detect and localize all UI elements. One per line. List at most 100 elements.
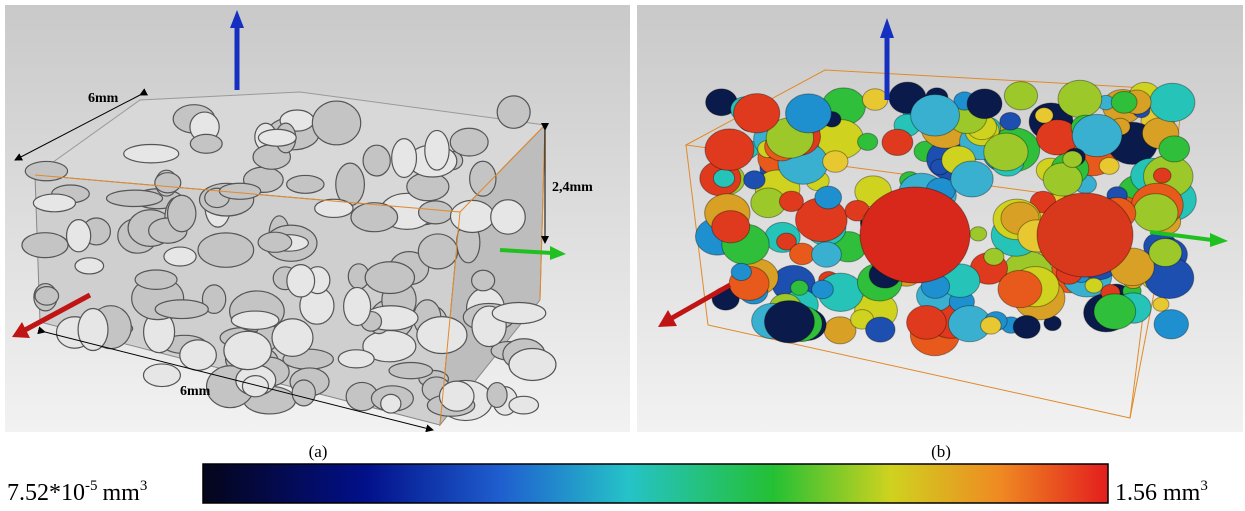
foam-cell (419, 201, 453, 224)
value: 1.56 (1115, 480, 1157, 506)
grain (907, 306, 947, 340)
foam-cell (198, 233, 254, 267)
grain (790, 243, 815, 265)
grain (1111, 91, 1137, 113)
foam-cell (224, 331, 271, 369)
foam-cell (258, 232, 292, 252)
foam-cell (389, 363, 433, 379)
grain (1099, 157, 1119, 174)
foam-cell (497, 96, 530, 128)
foam-cell (381, 394, 401, 413)
foam-cell (155, 173, 181, 193)
foam-cell (190, 134, 222, 153)
foam-cell (143, 364, 180, 387)
foam-cell (135, 270, 177, 289)
foam-cell (351, 203, 398, 232)
grain (791, 280, 809, 295)
grain (1153, 298, 1169, 312)
foam-cell (33, 194, 75, 212)
foam-cell (231, 311, 279, 329)
foam-cell (363, 145, 390, 176)
foam-cell (492, 302, 545, 323)
grain (981, 317, 1001, 334)
grain (812, 242, 842, 267)
foam-cell (124, 145, 179, 163)
grain (951, 161, 993, 197)
grain (911, 95, 960, 137)
grain (1037, 193, 1133, 277)
foam-cell (417, 317, 467, 354)
foam-cell (365, 262, 414, 294)
grain (705, 129, 754, 170)
foam-cell (35, 287, 59, 305)
foam-cell (25, 161, 67, 180)
foam-cell (312, 101, 360, 145)
grain (866, 317, 895, 342)
foam-cell (450, 200, 494, 232)
grain (1085, 278, 1103, 293)
grain (1153, 168, 1171, 183)
foam-cell (338, 350, 374, 368)
grain (1004, 82, 1037, 110)
foam-cell (509, 349, 556, 381)
grain (1150, 83, 1195, 121)
colorbar-min-label: 7.52*10-5mm3 (7, 478, 147, 506)
grain (998, 270, 1042, 307)
grain (967, 89, 1002, 119)
grain (882, 129, 913, 155)
foam-cell (472, 270, 495, 291)
grain (1149, 239, 1182, 267)
unit: mm (1163, 480, 1201, 506)
grain (734, 94, 780, 133)
foam-cell (439, 381, 474, 411)
foam-cell (164, 247, 196, 266)
grain (1133, 194, 1178, 232)
grain (858, 133, 878, 150)
grain (1013, 315, 1040, 338)
dimension-label: 6mm (180, 384, 211, 399)
unit-exponent: 3 (1200, 478, 1208, 494)
grain (823, 151, 848, 173)
grain (970, 227, 987, 241)
foam-cell (168, 195, 196, 232)
grain (765, 301, 815, 343)
foam-cell (67, 220, 91, 252)
dimension-label: 2,4mm (552, 180, 593, 195)
foam-cell (392, 139, 417, 178)
colorbar (203, 464, 1108, 503)
grain (812, 280, 834, 298)
grain (786, 94, 832, 133)
grain (1154, 310, 1188, 339)
foam-cell (75, 258, 104, 274)
figure-canvas: 6mm 6mm 2,4mm (a) (b) 7.52*10-5mm3 1.56m… (0, 0, 1245, 511)
grain (815, 186, 842, 209)
foam-cell (22, 233, 68, 258)
unit-exponent: 3 (140, 478, 148, 494)
panel-label: (b) (931, 442, 951, 461)
foam-cell (344, 287, 371, 325)
foam-cell (491, 200, 526, 234)
grain (984, 248, 1004, 265)
grain (713, 169, 734, 187)
foam-cell (107, 190, 163, 206)
grain (1063, 151, 1082, 168)
grain (779, 191, 803, 211)
foam-cell (418, 234, 457, 269)
foam-cell (180, 340, 217, 370)
unit: mm (103, 480, 141, 506)
foam-cell (287, 265, 315, 297)
dimension-label: 6mm (88, 91, 119, 106)
foam-cell (509, 396, 539, 414)
foam-cell (155, 300, 208, 319)
grain (1058, 80, 1102, 117)
grain (862, 89, 887, 111)
foam-cell (258, 129, 296, 146)
grain (744, 171, 766, 189)
grain (712, 211, 750, 243)
grain (1035, 108, 1053, 123)
foam-cell (292, 380, 315, 406)
exponent: -5 (85, 478, 98, 494)
foam-cell (272, 319, 313, 357)
figure: 6mm 6mm 2,4mm (a) (b) 7.52*10-5mm3 1.56m… (0, 0, 1245, 511)
